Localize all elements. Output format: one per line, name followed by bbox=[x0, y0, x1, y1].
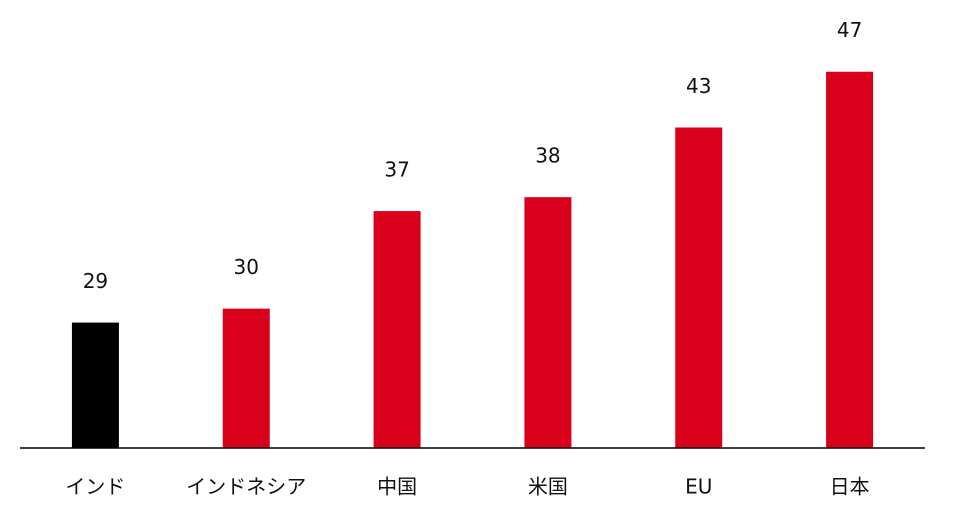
value-label: 43 bbox=[686, 74, 711, 98]
x-tick-label: EU bbox=[685, 475, 712, 499]
value-label: 38 bbox=[535, 144, 560, 168]
bar bbox=[675, 127, 723, 448]
value-label: 30 bbox=[234, 255, 259, 279]
x-tick-label: 中国 bbox=[377, 475, 417, 499]
x-tick-label: 日本 bbox=[830, 475, 870, 499]
bar bbox=[71, 322, 119, 448]
value-label: 47 bbox=[837, 18, 862, 42]
bar bbox=[524, 197, 572, 448]
value-label: 37 bbox=[384, 158, 409, 182]
x-tick-label: インドネシア bbox=[186, 475, 306, 499]
value-label: 29 bbox=[83, 269, 108, 293]
x-tick-label: インド bbox=[65, 475, 125, 499]
bar bbox=[373, 211, 421, 448]
bar bbox=[222, 308, 270, 448]
bar bbox=[826, 71, 874, 448]
x-tick-label: 米国 bbox=[528, 475, 568, 499]
